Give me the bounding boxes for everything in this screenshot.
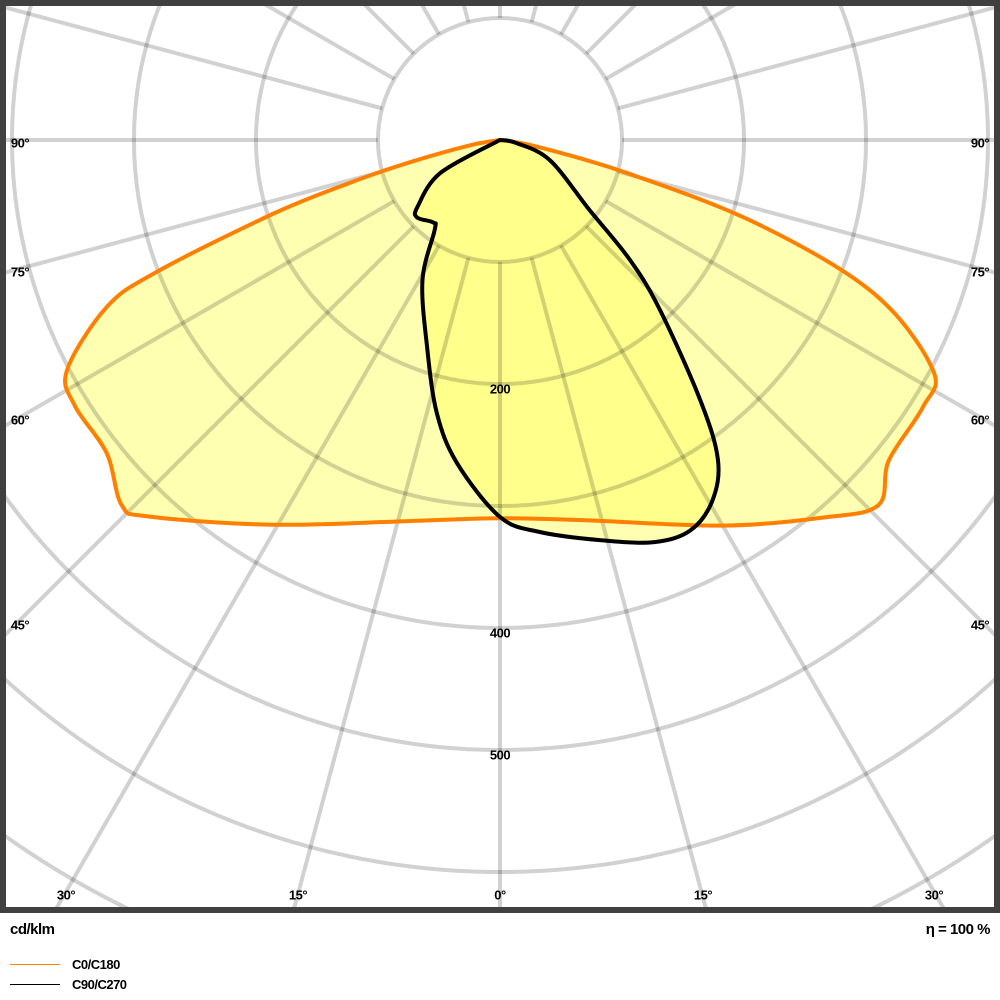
legend-swatch-orange bbox=[10, 964, 60, 965]
angle-label-right-90: 90° bbox=[970, 135, 990, 151]
angle-label-left-45: 45° bbox=[10, 617, 30, 633]
ring-label-500: 500 bbox=[489, 747, 511, 763]
efficiency-label: η = 100 % bbox=[925, 921, 991, 938]
legend-item-c90-c270: C90/C270 bbox=[10, 977, 127, 992]
grid-ring-400 bbox=[10, 0, 990, 630]
angle-label-left-90: 90° bbox=[10, 135, 30, 151]
grid-ring-200 bbox=[254, 0, 746, 386]
grid-spoke-240 bbox=[256, 0, 396, 81]
angle-label-left-75: 75° bbox=[10, 264, 30, 280]
grid-spoke-285 bbox=[0, 169, 383, 276]
angle-label-bottom-15-right: 15° bbox=[693, 887, 713, 903]
polar-chart-svg bbox=[0, 0, 1000, 913]
angle-label-bottom-15-left: 15° bbox=[288, 887, 308, 903]
angle-label-right-75: 75° bbox=[970, 264, 990, 280]
grid-ring-300 bbox=[132, 2, 868, 508]
grid-spoke-210 bbox=[417, 0, 441, 36]
grid-spoke-195 bbox=[460, 0, 471, 23]
grid-ring-700 bbox=[2, 833, 998, 913]
grid-spoke-15 bbox=[529, 257, 710, 913]
angle-label-bottom-0: 0° bbox=[494, 887, 506, 903]
grid-spoke-105 bbox=[617, 4, 1000, 111]
legend-label: C0/C180 bbox=[72, 957, 120, 972]
ring-label-400: 400 bbox=[489, 625, 511, 641]
grid-spoke-75 bbox=[617, 169, 1000, 276]
series-line-c90-c270 bbox=[412, 138, 721, 545]
angle-label-right-45: 45° bbox=[970, 617, 990, 633]
grid-spoke-135 bbox=[584, 0, 642, 56]
legend-swatch-black bbox=[10, 984, 60, 985]
series-line-c0-c180 bbox=[63, 138, 938, 528]
grid-spoke-165 bbox=[529, 0, 540, 23]
grid-spoke-150 bbox=[559, 0, 583, 36]
grid-spoke-225 bbox=[358, 0, 416, 56]
grid-spoke-315 bbox=[0, 224, 416, 642]
grid-spoke-45 bbox=[584, 224, 1000, 642]
legend-label: C90/C270 bbox=[72, 977, 127, 992]
grid-spoke-345 bbox=[290, 257, 471, 913]
angle-label-bottom-30-right: 30° bbox=[924, 887, 944, 903]
polar-chart: 90° 75° 60° 45° 90° 75° 60° 45° 30° 15° … bbox=[0, 0, 1000, 913]
grid-ring-100 bbox=[376, 16, 624, 264]
angle-label-right-60: 60° bbox=[970, 412, 990, 428]
unit-label: cd/klm bbox=[10, 921, 55, 938]
grid-spoke-255 bbox=[0, 4, 383, 111]
legend-item-c0-c180: C0/C180 bbox=[10, 957, 120, 972]
ring-label-200: 200 bbox=[489, 381, 511, 397]
grid-spoke-330 bbox=[51, 244, 441, 913]
grid-spoke-30 bbox=[559, 244, 949, 913]
angle-label-left-60: 60° bbox=[10, 412, 30, 428]
grid-ring-600 bbox=[0, 673, 1000, 874]
angle-label-bottom-30-left: 30° bbox=[56, 887, 76, 903]
grid-ring-500 bbox=[0, 488, 1000, 752]
grid-spoke-120 bbox=[604, 0, 744, 81]
series-fill-1 bbox=[414, 140, 719, 543]
